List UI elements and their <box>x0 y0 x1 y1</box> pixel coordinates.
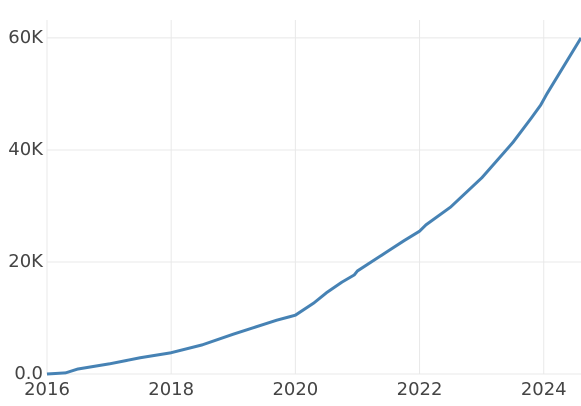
y-tick-label: 40K <box>8 139 44 160</box>
y-tick-label: 60K <box>8 27 44 48</box>
x-tick-label: 2024 <box>521 379 567 400</box>
x-tick-label: 2020 <box>272 379 318 400</box>
y-tick-label: 20K <box>8 251 44 272</box>
y-tick-label: 0.0 <box>14 363 43 384</box>
x-tick-label: 2016 <box>24 379 70 400</box>
x-tick-label: 2022 <box>397 379 443 400</box>
data-line <box>46 37 581 376</box>
x-tick-label: 2018 <box>148 379 194 400</box>
